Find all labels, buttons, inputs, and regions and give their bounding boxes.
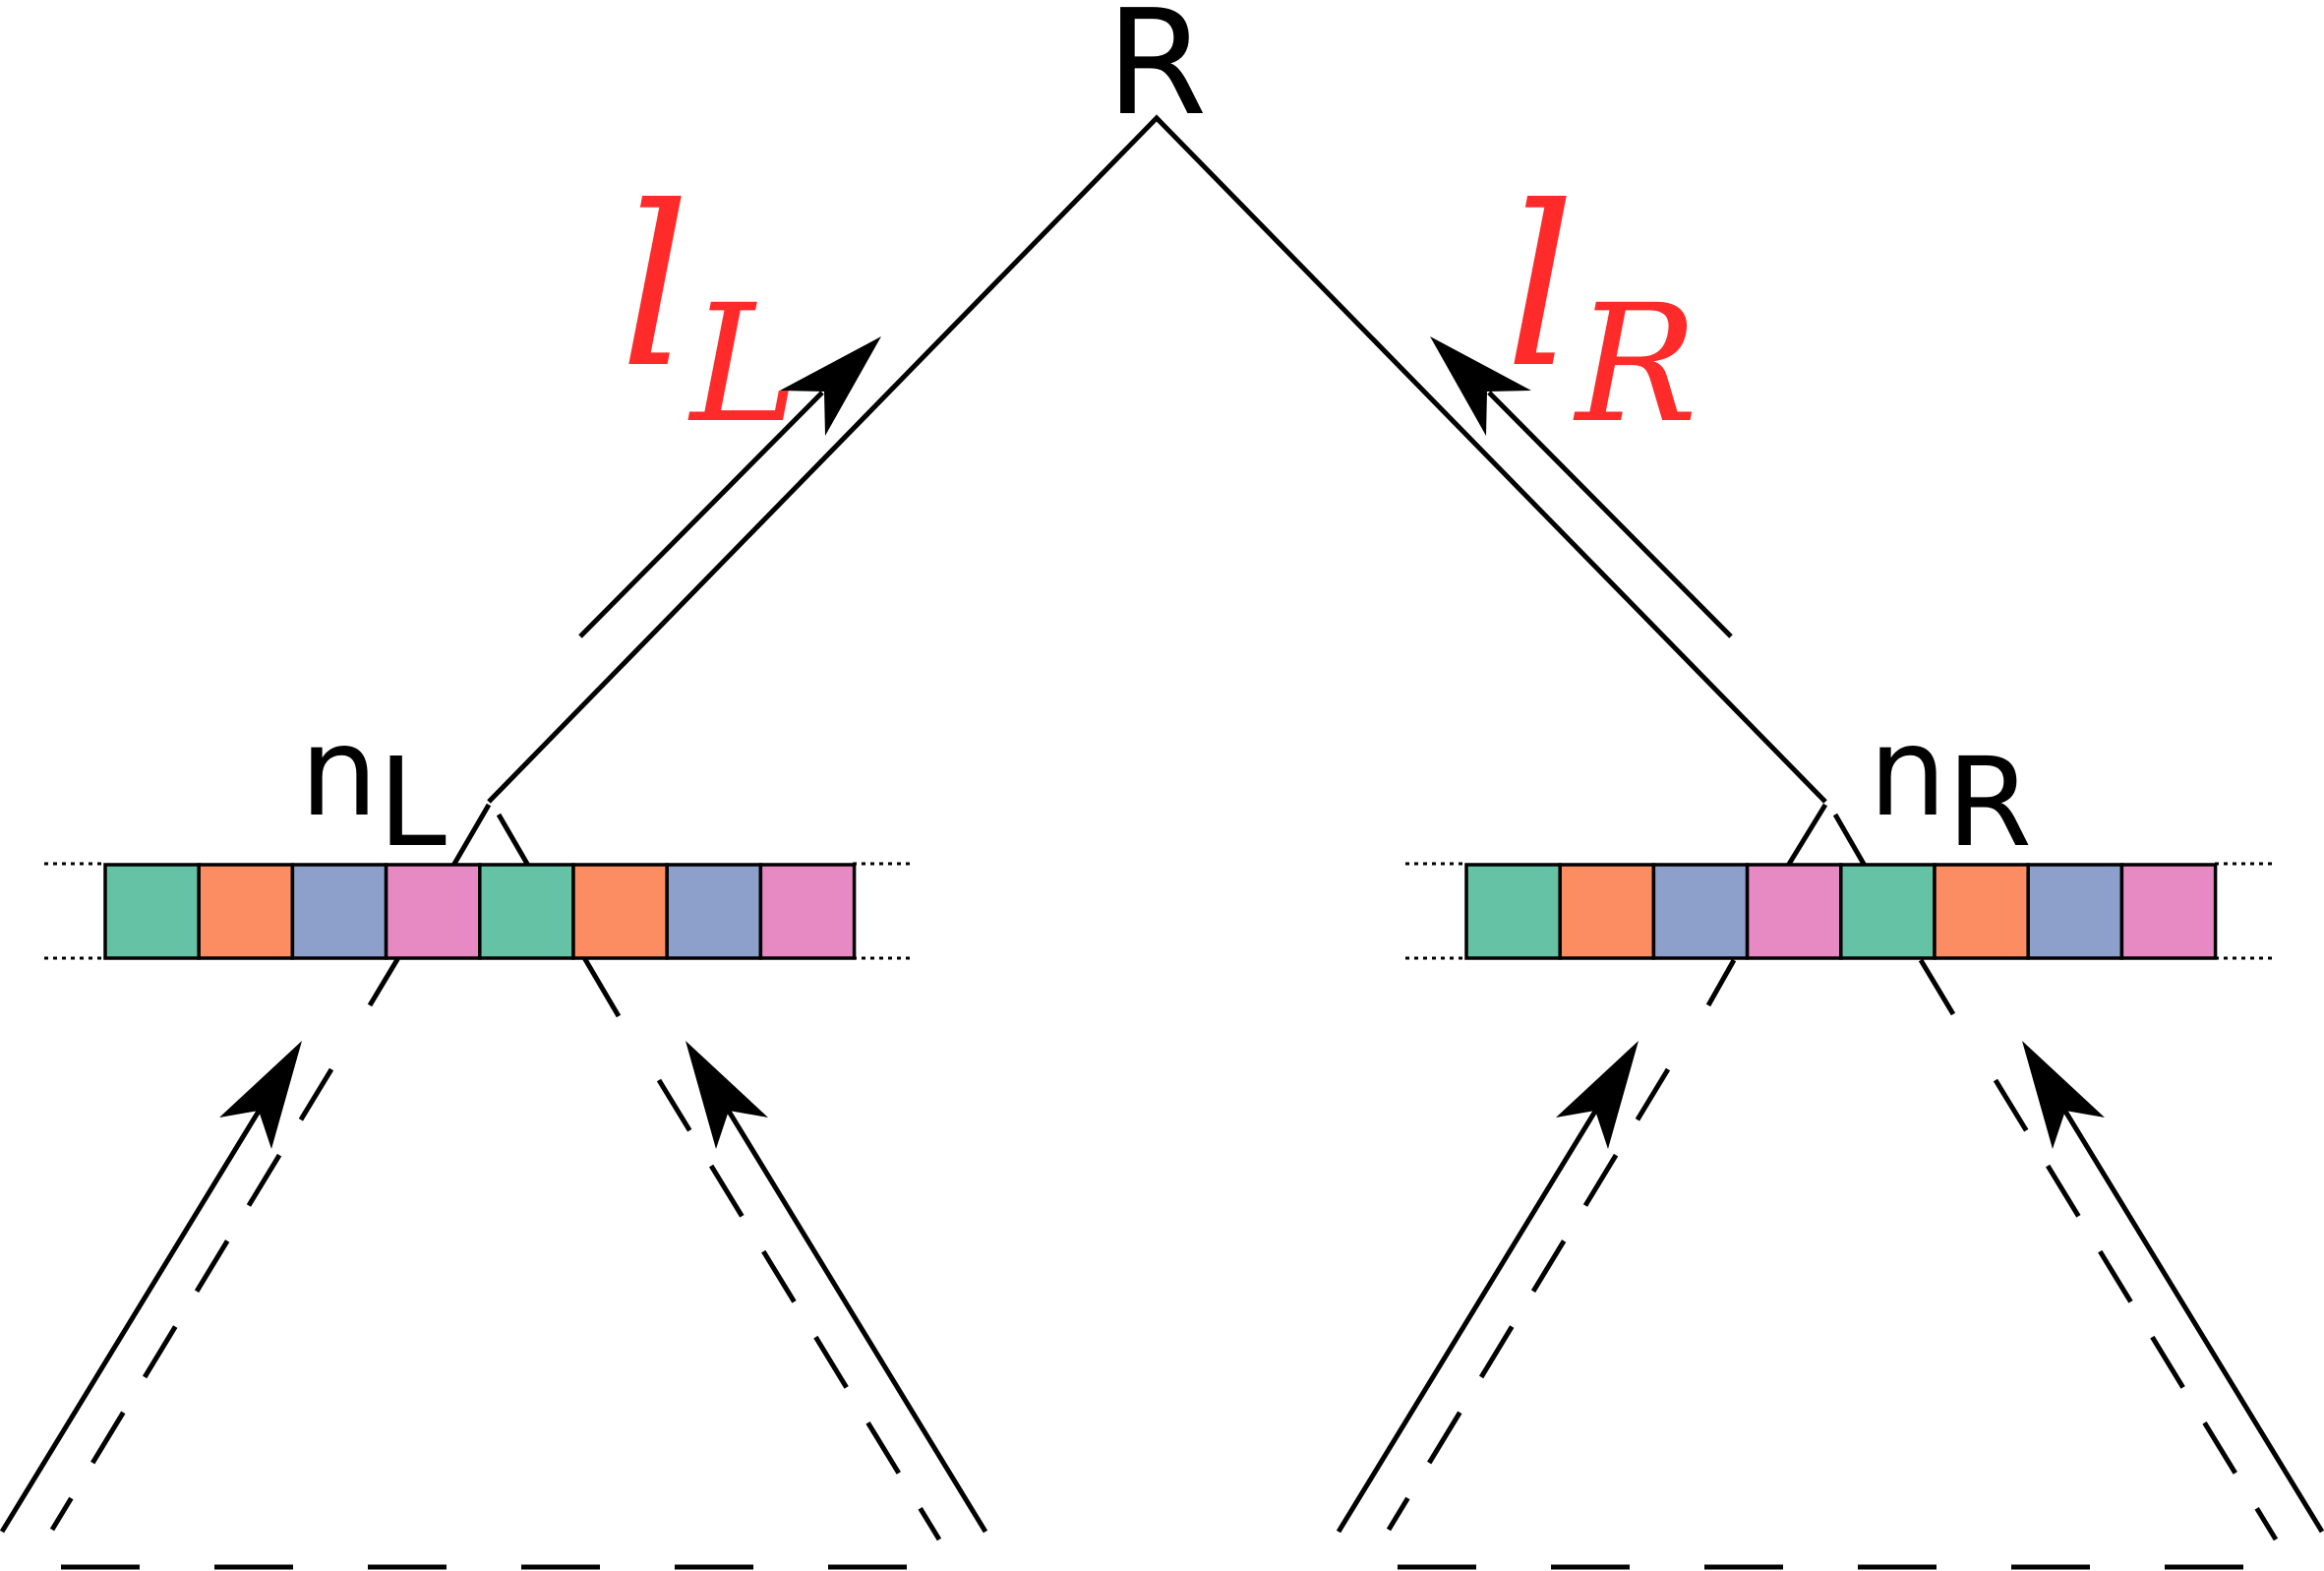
- left-node-subscript: L: [378, 732, 447, 875]
- root-label: R: [1106, 0, 1208, 148]
- left-edge-label-subscript: L: [687, 270, 799, 458]
- left-edge-label-letter: l: [620, 159, 690, 417]
- left-up-arrow-head: [780, 336, 881, 436]
- right-subtree-dashed-edges: [1386, 1067, 2279, 1541]
- left-vector-cell-2: [197, 863, 295, 960]
- left-subtree-dashed-edges: [49, 1067, 942, 1541]
- left-node-letter: n: [300, 701, 378, 844]
- left-vector-rails: [44, 862, 915, 960]
- right-node-letter: n: [1869, 701, 1946, 844]
- left-node-label: nL: [300, 701, 447, 875]
- left-vector-cell-4: [384, 863, 482, 960]
- left-up-arrow-shaft: [578, 391, 824, 638]
- right-edge-label-letter: l: [1505, 159, 1576, 417]
- right-node-label: nR: [1869, 701, 2032, 875]
- left-vector-cell-5: [478, 863, 575, 960]
- right-up-arrow-shaft: [1487, 391, 1733, 638]
- right-vector-cell-5: [1839, 863, 1937, 960]
- left-vector-cell-3: [290, 863, 388, 960]
- left-vector-cell-7: [665, 863, 763, 960]
- right-vector-cell-2: [1558, 863, 1656, 960]
- tree-edges: [487, 114, 1827, 804]
- left-vector-cell-1: [103, 863, 201, 960]
- right-vector-cell-6: [1933, 863, 2030, 960]
- right-subtree-arrows: [1336, 1041, 2324, 1534]
- right-edge-label: lR: [1505, 159, 1698, 458]
- right-node-subscript: R: [1946, 732, 2032, 875]
- left-vector-cell-8: [758, 863, 857, 960]
- right-edge-label-subscript: R: [1573, 270, 1698, 458]
- right-node-connectors: [1705, 803, 1956, 1016]
- left-vector-cell-6: [571, 863, 669, 960]
- left-subtree-arrows: [0, 1041, 988, 1534]
- right-vector-cell-8: [2119, 863, 2218, 960]
- right-vector-cell-3: [1651, 863, 1750, 960]
- right-vector-cell-7: [2026, 863, 2124, 960]
- right-vector-rails: [1405, 862, 2274, 960]
- right-vector-cell-1: [1464, 863, 1562, 960]
- right-node-vector: [1464, 863, 2218, 960]
- left-edge-label: lL: [620, 159, 799, 458]
- right-vector-cell-4: [1745, 863, 1843, 960]
- right-up-arrow-head: [1430, 336, 1531, 436]
- left-node-vector: [103, 863, 857, 960]
